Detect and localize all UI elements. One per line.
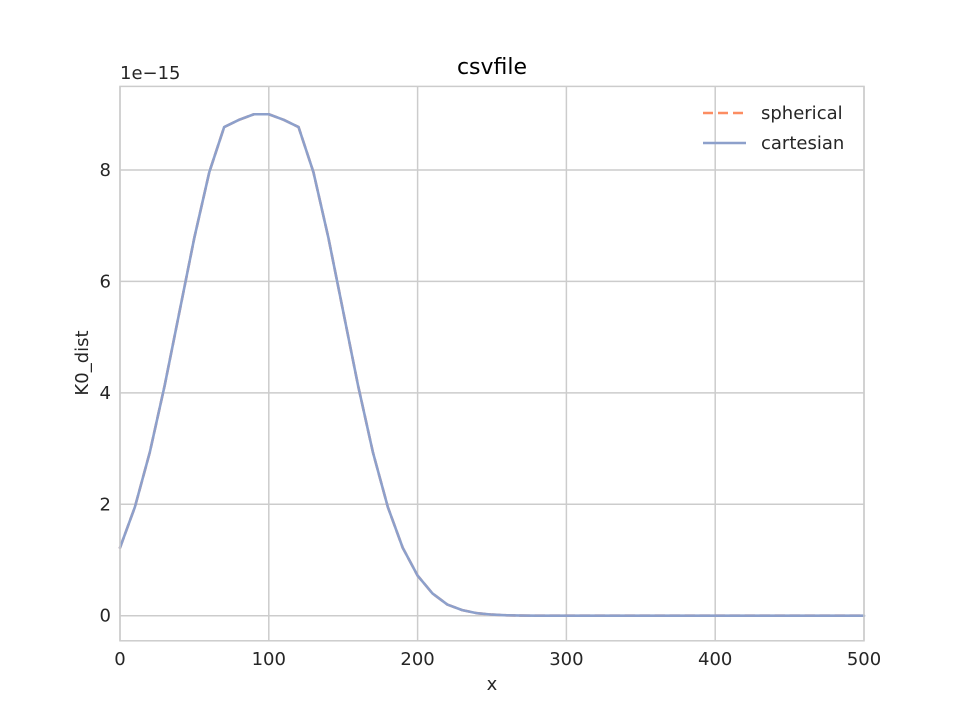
- series-line-spherical: [118, 112, 866, 618]
- y-tick-label: 6: [100, 271, 111, 292]
- axes-frame: [119, 85, 865, 642]
- legend: spherical cartesian: [703, 103, 844, 154]
- x-tick-label: 200: [400, 649, 434, 670]
- legend-label-spherical: spherical: [761, 103, 843, 124]
- x-axis-label: x: [487, 674, 498, 695]
- y-tick-label: 2: [100, 494, 111, 515]
- x-tick-label: 100: [252, 649, 286, 670]
- chart-title: csvfile: [457, 55, 527, 80]
- x-tick-label: 300: [549, 649, 583, 670]
- tick-layer: 0 100 200 300 400 500 0 2 4 6 8: [100, 160, 882, 670]
- x-tick-label: 500: [847, 649, 881, 670]
- grid-layer: [119, 86, 865, 641]
- x-tick-label: 400: [698, 649, 732, 670]
- y-tick-label: 4: [100, 383, 111, 404]
- series-line-cartesian: [118, 112, 866, 618]
- y-axis-label: K0_dist: [72, 330, 93, 395]
- y-tick-label: 0: [100, 606, 111, 627]
- legend-label-cartesian: cartesian: [761, 133, 844, 154]
- series-layer: [118, 112, 866, 618]
- y-tick-label: 8: [100, 160, 111, 181]
- x-tick-label: 0: [114, 649, 125, 670]
- y-axis-offset-label: 1e−15: [120, 63, 181, 84]
